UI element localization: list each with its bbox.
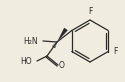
Text: HO: HO bbox=[20, 57, 32, 67]
Text: H₂N: H₂N bbox=[23, 36, 38, 46]
Text: F: F bbox=[88, 7, 92, 16]
Text: O: O bbox=[59, 62, 65, 71]
Text: F: F bbox=[113, 47, 117, 56]
Polygon shape bbox=[57, 28, 68, 42]
